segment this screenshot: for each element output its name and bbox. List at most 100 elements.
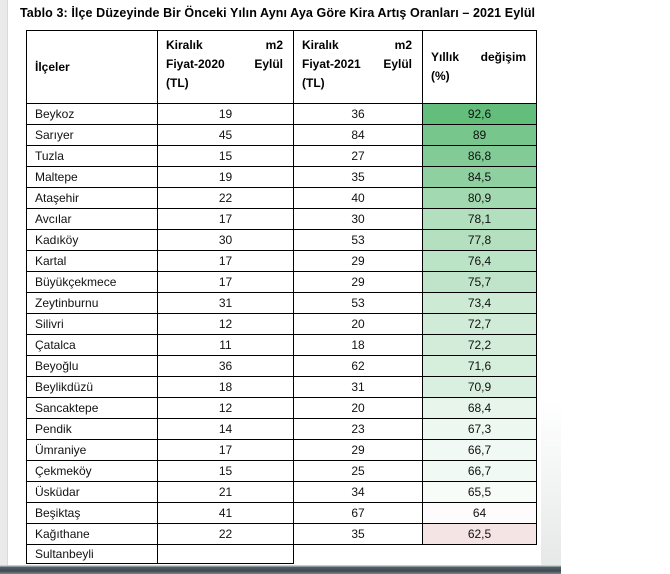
price-2021-cell: 62 xyxy=(293,355,423,377)
district-cell: Silivri xyxy=(26,313,158,335)
header-price-2021: Kiralık m2 Fiyat-2021 Eylül (TL) xyxy=(293,30,423,104)
table-row: Büyükçekmece 17 29 75,7 xyxy=(26,271,537,293)
price-2021-cell xyxy=(293,544,423,564)
table-row: Kadıköy 30 53 77,8 xyxy=(26,229,537,251)
district-cell: Sarıyer xyxy=(26,124,158,146)
header-change-yillik: Yıllık xyxy=(431,50,460,64)
price-2021-cell: 20 xyxy=(293,397,423,419)
header-price2021-m2: m2 xyxy=(394,38,412,52)
annual-change-cell: 62,5 xyxy=(422,523,537,545)
price-2020-cell: 12 xyxy=(157,397,294,419)
table-row: Kartal 17 29 76,4 xyxy=(26,250,537,272)
table-row: Silivri 12 20 72,7 xyxy=(26,313,537,335)
table-row: Beykoz 19 36 92,6 xyxy=(26,103,537,125)
price-2020-cell: 17 xyxy=(157,271,294,293)
price-2021-cell: 29 xyxy=(293,439,423,461)
header-price2020-kiralik: Kiralık xyxy=(166,38,203,52)
price-2020-cell: 19 xyxy=(157,166,294,188)
district-cell: Üsküdar xyxy=(26,481,158,503)
header-price2021-kiralik: Kiralık xyxy=(302,38,339,52)
annual-change-cell: 71,6 xyxy=(422,355,537,377)
price-2021-cell: 36 xyxy=(293,103,423,125)
annual-change-cell: 68,4 xyxy=(422,397,537,419)
table-row: Zeytinburnu 31 53 73,4 xyxy=(26,292,537,314)
price-2021-cell: 30 xyxy=(293,208,423,230)
annual-change-cell: 92,6 xyxy=(422,103,537,125)
annual-change-cell: 72,7 xyxy=(422,313,537,335)
table-row: Sancaktepe 12 20 68,4 xyxy=(26,397,537,419)
district-cell: Kağıthane xyxy=(26,523,158,545)
annual-change-cell xyxy=(422,544,537,564)
header-price2020-m2: m2 xyxy=(265,38,283,52)
price-2021-cell: 40 xyxy=(293,187,423,209)
header-price2021-eylul: Eylül xyxy=(383,57,412,71)
price-2020-cell: 19 xyxy=(157,103,294,125)
table-row: Pendik 14 23 67,3 xyxy=(26,418,537,440)
price-2020-cell xyxy=(157,544,294,564)
price-2021-cell: 20 xyxy=(293,313,423,335)
price-2020-cell: 17 xyxy=(157,250,294,272)
district-cell: Sancaktepe xyxy=(26,397,158,419)
header-row: İlçeler Kiralık m2 Fiyat-2020 Eylül (TL)… xyxy=(26,30,537,104)
rent-increase-table: İlçeler Kiralık m2 Fiyat-2020 Eylül (TL)… xyxy=(26,30,537,564)
price-2021-cell: 27 xyxy=(293,145,423,167)
page-right-shadow xyxy=(541,400,561,565)
price-2020-cell: 45 xyxy=(157,124,294,146)
annual-change-cell: 66,7 xyxy=(422,439,537,461)
price-2020-cell: 22 xyxy=(157,523,294,545)
annual-change-cell: 75,7 xyxy=(422,271,537,293)
price-2021-cell: 53 xyxy=(293,292,423,314)
district-cell: Sultanbeyli xyxy=(26,544,158,564)
page-bottom-edge xyxy=(0,565,561,574)
district-cell: Kadıköy xyxy=(26,229,158,251)
price-2021-cell: 23 xyxy=(293,418,423,440)
annual-change-cell: 72,2 xyxy=(422,334,537,356)
header-price2020-fiyat: Fiyat-2020 xyxy=(166,57,225,71)
price-2021-cell: 35 xyxy=(293,166,423,188)
annual-change-cell: 86,8 xyxy=(422,145,537,167)
table-row: Beyoğlu 36 62 71,6 xyxy=(26,355,537,377)
price-2020-cell: 11 xyxy=(157,334,294,356)
annual-change-cell: 65,5 xyxy=(422,481,537,503)
annual-change-cell: 80,9 xyxy=(422,187,537,209)
price-2020-cell: 21 xyxy=(157,481,294,503)
price-2020-cell: 17 xyxy=(157,208,294,230)
annual-change-cell: 66,7 xyxy=(422,460,537,482)
price-2021-cell: 34 xyxy=(293,481,423,503)
header-price2021-fiyat: Fiyat-2021 xyxy=(302,57,361,71)
district-cell: Ataşehir xyxy=(26,187,158,209)
header-annual-change: Yıllık değişim (%) xyxy=(422,30,537,104)
district-cell: Çekmeköy xyxy=(26,460,158,482)
header-price-2020: Kiralık m2 Fiyat-2020 Eylül (TL) xyxy=(157,30,294,104)
annual-change-cell: 77,8 xyxy=(422,229,537,251)
price-2020-cell: 17 xyxy=(157,439,294,461)
price-2020-cell: 15 xyxy=(157,145,294,167)
table-row: Tuzla 15 27 86,8 xyxy=(26,145,537,167)
table-row: Beşiktaş 41 67 64 xyxy=(26,502,537,524)
price-2021-cell: 25 xyxy=(293,460,423,482)
price-2020-cell: 36 xyxy=(157,355,294,377)
district-cell: Pendik xyxy=(26,418,158,440)
district-cell: Beykoz xyxy=(26,103,158,125)
district-cell: Ümraniye xyxy=(26,439,158,461)
table-row: Sultanbeyli xyxy=(26,544,537,564)
price-2021-cell: 53 xyxy=(293,229,423,251)
district-cell: Beylikdüzü xyxy=(26,376,158,398)
price-2020-cell: 30 xyxy=(157,229,294,251)
price-2021-cell: 29 xyxy=(293,271,423,293)
price-2021-cell: 29 xyxy=(293,250,423,272)
table-row: Üsküdar 21 34 65,5 xyxy=(26,481,537,503)
table-row: Sarıyer 45 84 89 xyxy=(26,124,537,146)
price-2021-cell: 18 xyxy=(293,334,423,356)
price-2021-cell: 31 xyxy=(293,376,423,398)
page-left-margin-strip xyxy=(0,0,8,574)
price-2020-cell: 12 xyxy=(157,313,294,335)
price-2020-cell: 18 xyxy=(157,376,294,398)
district-cell: Kartal xyxy=(26,250,158,272)
price-2020-cell: 31 xyxy=(157,292,294,314)
table-row: Avcılar 17 30 78,1 xyxy=(26,208,537,230)
price-2020-cell: 41 xyxy=(157,502,294,524)
table-row: Ataşehir 22 40 80,9 xyxy=(26,187,537,209)
table-row: Beylikdüzü 18 31 70,9 xyxy=(26,376,537,398)
table-row: Ümraniye 17 29 66,7 xyxy=(26,439,537,461)
